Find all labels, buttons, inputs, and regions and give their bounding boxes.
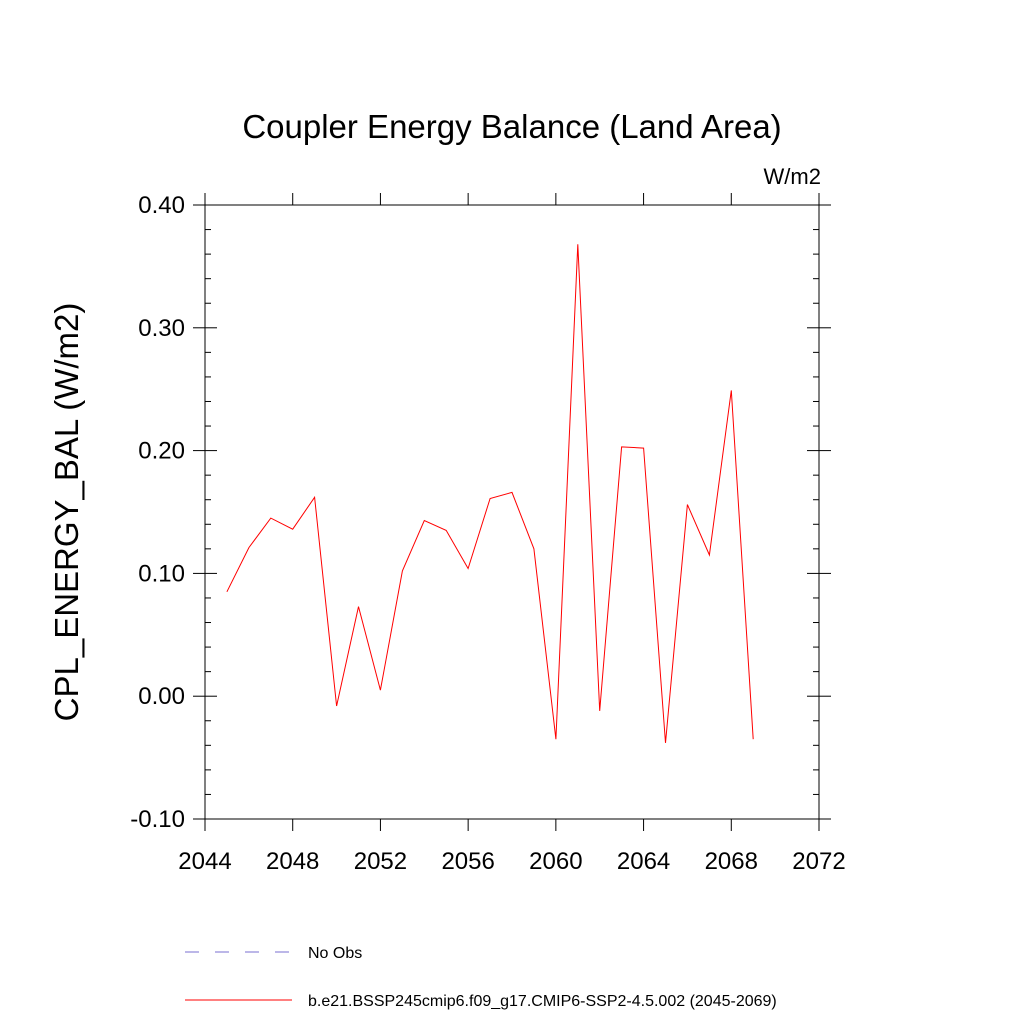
y-tick-label: 0.40 [138, 192, 185, 219]
x-tick-label: 2056 [441, 848, 494, 875]
x-tick-label: 2052 [354, 848, 407, 875]
y-tick-labels: -0.10 0.00 0.10 0.20 0.30 0.40 [130, 192, 185, 833]
y-tick-label: 0.30 [138, 315, 185, 342]
x-tick-label: 2072 [792, 848, 845, 875]
units-label: W/m2 [764, 164, 821, 189]
x-tick-label: 2044 [178, 848, 231, 875]
y-tick-label: 0.20 [138, 438, 185, 465]
y-tick-label: 0.10 [138, 560, 185, 587]
chart-title: Coupler Energy Balance (Land Area) [242, 108, 781, 145]
x-tick-label: 2064 [617, 848, 670, 875]
x-tick-label: 2068 [705, 848, 758, 875]
legend: No Obs b.e21.BSSP245cmip6.f09_g17.CMIP6-… [185, 945, 777, 1010]
y-tick-label: -0.10 [130, 806, 185, 833]
x-tick-labels: 2044 2048 2052 2056 2060 2064 2068 2072 [178, 848, 845, 875]
series-line-0 [226, 244, 754, 743]
plot-frame [204, 204, 820, 820]
series-group [226, 244, 754, 743]
x-tick-label: 2060 [529, 848, 582, 875]
y-axis-label: CPL_ENERGY_BAL (W/m2) [48, 303, 85, 722]
y-tick-label: 0.00 [138, 683, 185, 710]
x-tick-label: 2048 [266, 848, 319, 875]
legend-label-no-obs: No Obs [308, 945, 362, 962]
axis-ticks [193, 193, 831, 831]
legend-label-model: b.e21.BSSP245cmip6.f09_g17.CMIP6-SSP2-4.… [308, 993, 777, 1010]
